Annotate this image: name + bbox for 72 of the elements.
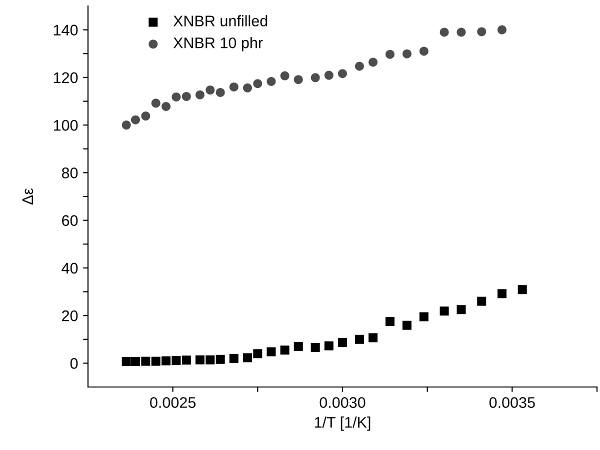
point (354, 62, 364, 71)
point (172, 356, 181, 366)
y-tick-label: 40 (62, 262, 78, 274)
point (206, 86, 215, 95)
point (206, 355, 215, 364)
y-tick-label: 140 (54, 24, 78, 36)
point (122, 357, 131, 366)
point (338, 338, 347, 347)
y-axis-title: Δε (22, 188, 34, 205)
x-tick-label: 0.0035 (489, 397, 535, 408)
point (151, 356, 160, 366)
point (216, 354, 225, 364)
point (518, 285, 527, 294)
point (497, 289, 506, 298)
y-tick-label: 0 (70, 358, 78, 369)
point (253, 79, 262, 88)
point (172, 92, 181, 102)
point (440, 306, 449, 316)
point (131, 115, 140, 124)
point (386, 317, 395, 326)
point (242, 83, 252, 92)
point (182, 92, 191, 101)
point (122, 120, 131, 130)
point (497, 25, 506, 34)
legend-label: XNBR unfilled (173, 15, 268, 26)
point (354, 334, 364, 344)
point (324, 341, 334, 350)
point (338, 69, 347, 78)
legend-label: XNBR 10 phr (173, 37, 263, 52)
point (229, 82, 238, 92)
point (216, 88, 225, 97)
point (477, 27, 486, 36)
point (229, 354, 238, 363)
point (151, 98, 160, 108)
point (477, 296, 486, 306)
point (280, 71, 290, 80)
point (324, 70, 334, 80)
point (386, 50, 395, 59)
point (368, 333, 378, 342)
point (242, 353, 252, 362)
point (310, 73, 320, 82)
point (402, 49, 412, 58)
point (131, 357, 140, 366)
point (456, 305, 466, 314)
x-tick-label: 0.0030 (320, 397, 366, 408)
x-tick-label: 0.0025 (150, 397, 196, 408)
point (368, 58, 378, 67)
point (456, 28, 466, 37)
point (419, 46, 428, 56)
point (280, 346, 290, 355)
point (266, 347, 276, 356)
y-tick-label: 20 (62, 310, 78, 322)
point (141, 112, 150, 121)
point (310, 342, 320, 352)
point (162, 102, 171, 111)
point (266, 76, 276, 86)
y-tick-label: 120 (54, 72, 78, 84)
point (195, 355, 204, 364)
point (419, 312, 428, 322)
point (440, 28, 449, 37)
y-tick-label: 100 (54, 120, 78, 131)
point (294, 75, 303, 84)
y-tick-label: 80 (62, 168, 78, 178)
point (182, 356, 191, 365)
x-axis-title: 1/T [1/K] (314, 416, 370, 431)
point (253, 349, 262, 358)
point (162, 356, 171, 366)
point (141, 356, 150, 366)
point (294, 342, 303, 352)
y-tick-label: 60 (62, 215, 78, 226)
point (402, 320, 412, 330)
point (195, 90, 204, 100)
